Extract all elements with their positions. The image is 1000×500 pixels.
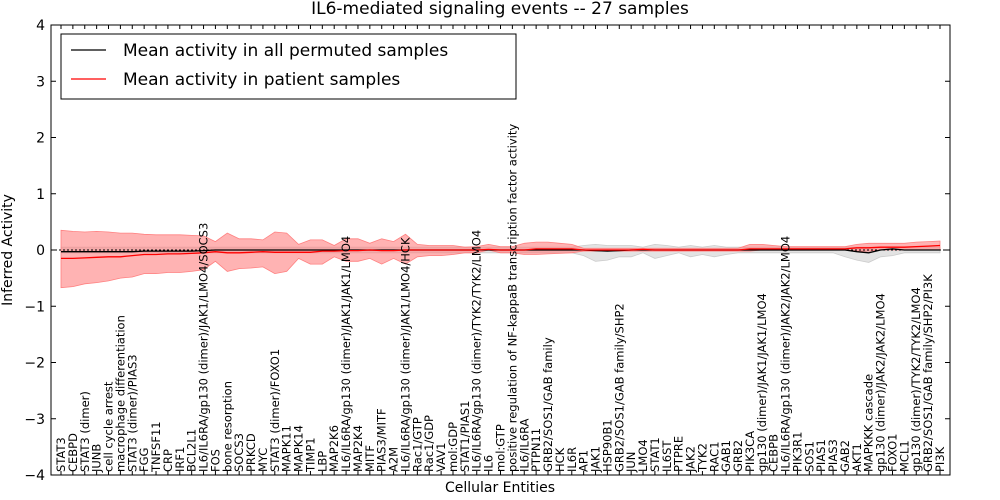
category-label: GRB2 [731, 440, 745, 472]
category-label: GRB2/SOS1/GAB family [541, 337, 555, 472]
category-label: LMO4 [636, 439, 650, 472]
category-label: IL6/IL6RA [517, 418, 531, 472]
category-label: MAPK14 [292, 425, 306, 472]
category-label: MAP2K6 [327, 425, 341, 472]
category-label: BCL2L1 [185, 429, 199, 472]
category-label: bone resorption [220, 381, 234, 472]
confidence-bands [60, 229, 941, 289]
y-tick-label: 1 [36, 187, 45, 203]
series-line-patient [61, 244, 941, 260]
category-label: CEBPB [767, 434, 781, 472]
category-label: IL6/IL6RA/gp130 (dimer)/JAK1/JAK1/LMO4 [339, 236, 353, 472]
category-label: STAT3 [54, 437, 68, 472]
category-label: MCL1 [897, 440, 911, 472]
category-label: LBP [315, 451, 329, 472]
category-label: FOS [208, 449, 222, 472]
category-label: CRP [161, 449, 175, 472]
category-label: MAPK11 [280, 425, 294, 472]
category-label: PIAS3 [826, 439, 840, 472]
category-label: mol:GDP [446, 422, 460, 472]
category-label: IRF1 [173, 447, 187, 472]
category-label: AP1 [577, 450, 591, 472]
category-label: FOXO1 [885, 434, 899, 472]
category-label: HSP90B1 [600, 419, 614, 472]
legend-label-patient: Mean activity in patient samples [123, 70, 400, 90]
category-label: IL6/IL6RA/gp130 (dimer)/JAK1/LMO4/SOCS3 [197, 223, 211, 472]
category-label: IL6R [565, 447, 579, 472]
y-tick-label: 4 [36, 18, 45, 34]
category-label: RAC1 [707, 441, 721, 472]
legend: Mean activity in all permuted samples Me… [60, 33, 517, 100]
category-label: gp130 (dimer)/JAK2/JAK2/LMO4 [874, 293, 888, 472]
category-label: macrophage differentiation [113, 315, 127, 472]
category-label: JUNB [90, 444, 104, 473]
category-label: IL6 [482, 455, 496, 472]
category-label: MAPKKK cascade [862, 374, 876, 472]
category-label: STAT1/PIAS1 [458, 401, 472, 472]
x-axis [60, 25, 941, 475]
series-lines [51, 244, 950, 260]
category-label: JAK2 [684, 446, 698, 473]
category-label: TNFSF11 [149, 421, 163, 473]
y-axis-label: Inferred Activity [0, 194, 16, 306]
category-label: HCK [553, 447, 567, 472]
category-label: Rac1/GDP [422, 415, 436, 472]
category-label: SOS1 [802, 441, 816, 472]
category-label: VAV1 [434, 443, 448, 472]
category-label: Rac1/GTP [410, 417, 424, 472]
category-label: AKT1 [850, 443, 864, 472]
category-label: gp130 (dimer)/TYK2/TYK2/LMO4 [909, 287, 923, 472]
category-label: gp130 (dimer)/JAK1/JAK1/LMO4 [755, 293, 769, 472]
category-label: STAT3 (dimer)/PIAS3 [125, 354, 139, 472]
category-label: PTPN11 [529, 428, 543, 472]
category-label: STAT3 (dimer) [78, 391, 92, 472]
category-label: PIAS3/MITF [375, 408, 389, 472]
legend-box [60, 33, 517, 100]
band-patient [60, 229, 941, 289]
category-label: GRB2/SOS1/GAB family/SHP2 [612, 303, 626, 472]
x-axis-label: Cellular Entities [445, 480, 555, 496]
category-label: IL6ST [660, 440, 674, 472]
chart-title: IL6-mediated signaling events -- 27 samp… [311, 0, 689, 19]
legend-label-permuted: Mean activity in all permuted samples [123, 41, 448, 61]
y-tick-label: 3 [36, 74, 45, 90]
category-label: GAB2 [838, 440, 852, 472]
category-label: FGG [137, 448, 151, 472]
y-tick-label: −1 [24, 299, 45, 315]
category-label: PIK3R1 [790, 432, 804, 473]
category-label: STAT3 (dimer)/FOXO1 [268, 349, 282, 472]
category-label: MYC [256, 448, 270, 472]
category-label: TYK2 [695, 443, 709, 473]
category-label: STAT1 [648, 437, 662, 472]
category-label: PTPRE [672, 436, 686, 472]
category-label: positive regulation of NF-kappaB transcr… [505, 124, 519, 472]
category-label: CEBPD [66, 433, 80, 472]
y-axis: −4 −3 −2 −1 0 1 2 3 4 [24, 18, 950, 484]
category-label: IL6/IL6RA/gp130 (dimer)/TYK2/TYK2/LMO4 [470, 230, 484, 472]
category-label: JUN [624, 452, 638, 473]
y-tick-label: −3 [24, 412, 45, 428]
category-label: JAK1 [589, 446, 603, 473]
y-tick-label: −4 [24, 468, 45, 484]
category-label: A2M [387, 447, 401, 472]
y-tick-label: 0 [36, 243, 45, 259]
category-label: MAP2K4 [351, 425, 365, 472]
y-tick-label: −2 [24, 356, 45, 372]
category-label: PIK3CA [743, 431, 757, 472]
category-label: PI3K [933, 446, 947, 472]
category-label: mol:GTP [494, 424, 508, 472]
category-label: TIMP1 [303, 437, 317, 473]
category-label: MITF [363, 445, 377, 472]
category-label: PIAS1 [814, 439, 828, 472]
category-label: cell cycle arrest [102, 381, 116, 472]
category-label: SOCS3 [232, 433, 246, 472]
category-label: IL6/IL6RA/gp130 (dimer)/JAK1/LMO4/HCK [398, 237, 412, 472]
category-label: GAB1 [719, 440, 733, 472]
category-label: IL6/IL6RA/gp130 (dimer)/JAK2/JAK2/LMO4 [779, 236, 793, 472]
category-label: PRKCD [244, 433, 258, 472]
y-tick-label: 2 [36, 131, 45, 147]
category-label: GRB2/SOS1/GAB family/SHP2/PI3K [921, 274, 935, 472]
